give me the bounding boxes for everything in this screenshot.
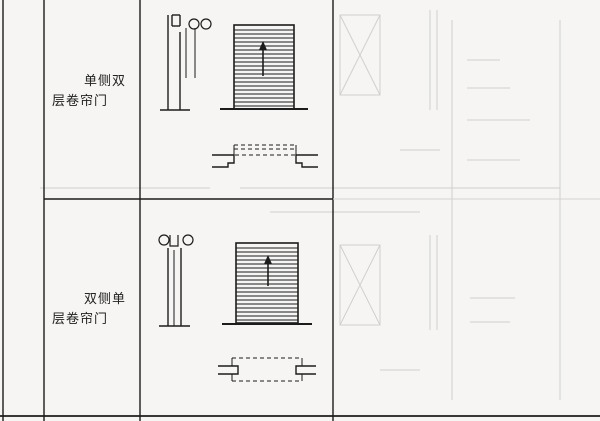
row2-plan-view [218, 357, 316, 382]
row1-elevation-view [220, 24, 308, 110]
row1-section-view [160, 14, 212, 111]
row1-plan-view [212, 144, 318, 168]
row2-door-name-line1: 双侧单 [83, 292, 126, 307]
row1-door-name: 单侧双 层卷帘门 [52, 72, 126, 112]
faded-background-drawing [40, 10, 561, 400]
row2-door-name: 双侧单 层卷帘门 [52, 290, 126, 330]
row2-symbol [158, 234, 316, 382]
row2-elevation-view [222, 242, 312, 325]
row2-section-view [158, 234, 194, 327]
row2-door-name-line2: 层卷帘门 [52, 312, 109, 327]
row1-door-name-line2: 层卷帘门 [52, 94, 109, 109]
row1-symbol [160, 14, 318, 168]
row1-door-name-line1: 单侧双 [83, 74, 126, 89]
